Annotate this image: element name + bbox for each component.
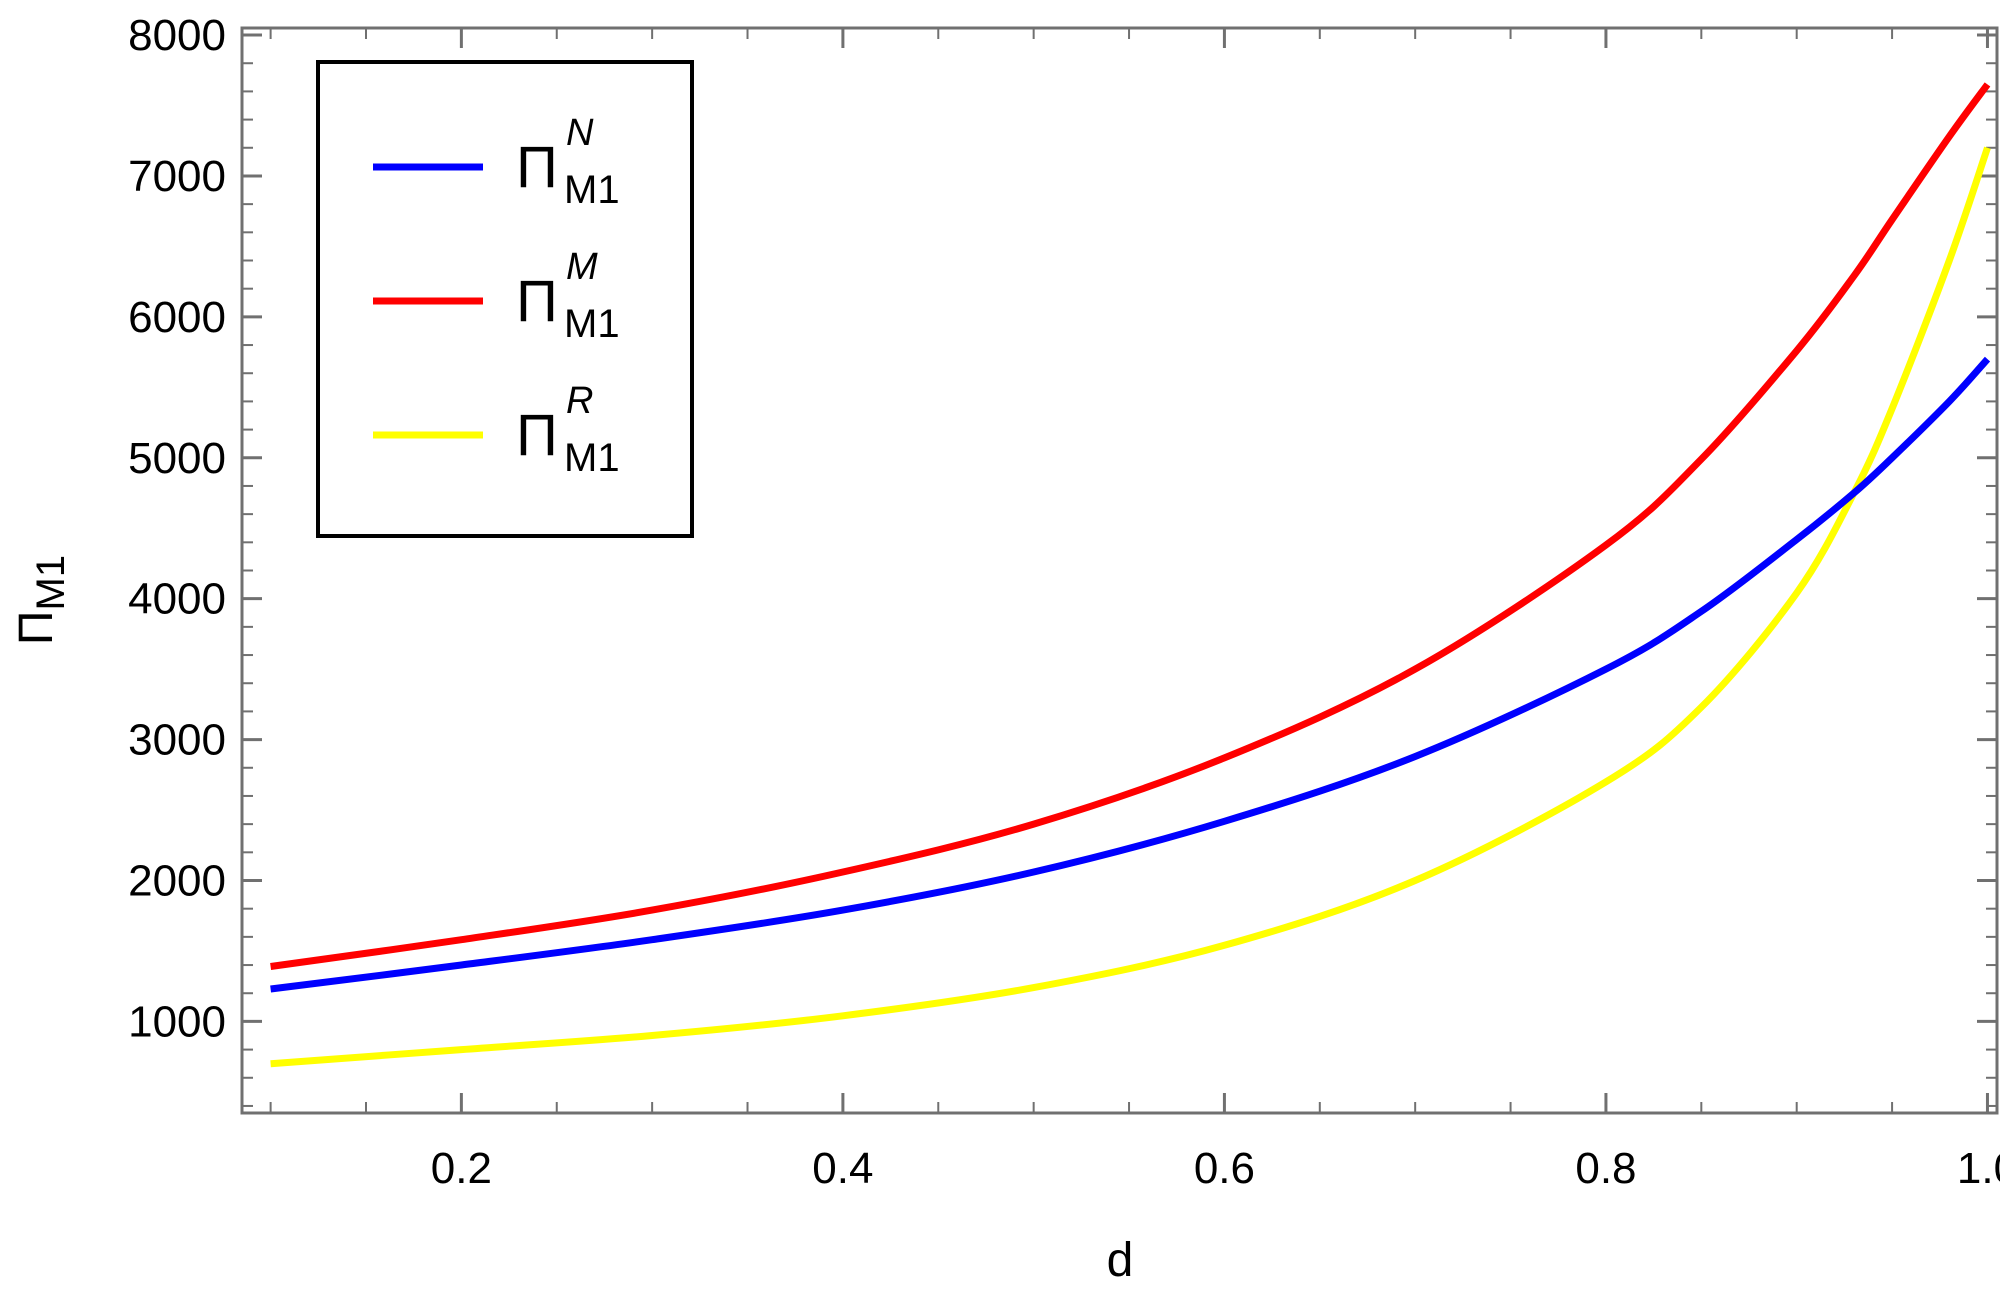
axis-ticks [242, 28, 1997, 1113]
legend-label-sup: N [566, 112, 594, 154]
y-tick-label: 3000 [128, 716, 226, 765]
series-line-n [270, 356, 1991, 993]
y-tick-label: 8000 [128, 11, 226, 60]
legend-label-sub: M1 [564, 168, 620, 212]
legend-label-base: Π [516, 135, 558, 200]
legend-item-r: Π M1 R [373, 380, 620, 480]
y-axis-title-base: Π [10, 610, 63, 645]
y-tick-label: 5000 [128, 434, 226, 483]
legend-item-n: Π M1 N [373, 112, 620, 212]
x-tick-label: 0.4 [812, 1144, 873, 1193]
y-tick-label: 6000 [128, 293, 226, 342]
x-tick-label: 0.6 [1194, 1144, 1255, 1193]
legend-label-sub: M1 [564, 302, 620, 346]
x-axis-title: d [1107, 1234, 1134, 1287]
y-tick-label: 2000 [128, 857, 226, 906]
y-tick-label: 4000 [128, 575, 226, 624]
y-tick-label: 7000 [128, 152, 226, 201]
legend-label-sup: M [566, 246, 598, 288]
tick-labels: 0.2 0.4 0.6 0.8 1.0 1000 2000 3000 4000 5000 6000 7… [128, 11, 2000, 1193]
legend-item-m: Π M1 M [373, 246, 620, 346]
legend-label-sup: R [566, 380, 593, 422]
legend-label-base: Π [516, 403, 558, 468]
x-tick-label: 0.2 [431, 1144, 492, 1193]
x-tick-label: 1.0 [1957, 1144, 2000, 1193]
series-line-r [270, 146, 1991, 1068]
y-tick-label: 1000 [128, 997, 226, 1046]
series-lines [270, 82, 1991, 1068]
series-line-m [270, 82, 1991, 970]
x-tick-label: 0.8 [1575, 1144, 1636, 1193]
legend-label-sub: M1 [564, 436, 620, 480]
y-axis-title: ΠM1 [10, 555, 73, 645]
legend-label-base: Π [516, 269, 558, 334]
svg-text:ΠM1: ΠM1 [10, 555, 73, 645]
y-axis-title-sub: M1 [29, 555, 73, 611]
